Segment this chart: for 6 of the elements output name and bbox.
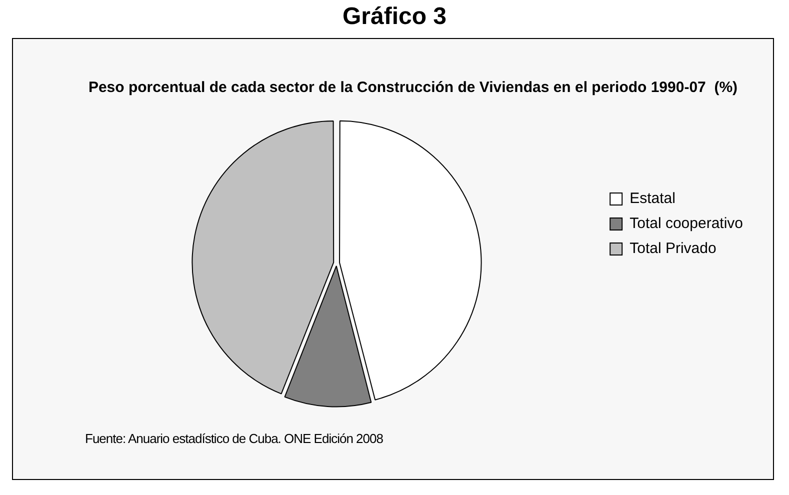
chart-subtitle: Peso porcentual de cada sector de la Construcción de Viviendas en el periodo 1990-07 (%) bbox=[88, 79, 738, 96]
source-note: Fuente: Anuario estadístico de Cuba. ONE Edición 2008 bbox=[85, 431, 383, 446]
legend-label: Total Privado bbox=[630, 240, 716, 258]
legend-label: Total cooperativo bbox=[630, 215, 744, 232]
chart-title: Gráfico 3 bbox=[341, 2, 448, 32]
legend-label: Estatal bbox=[630, 190, 676, 208]
